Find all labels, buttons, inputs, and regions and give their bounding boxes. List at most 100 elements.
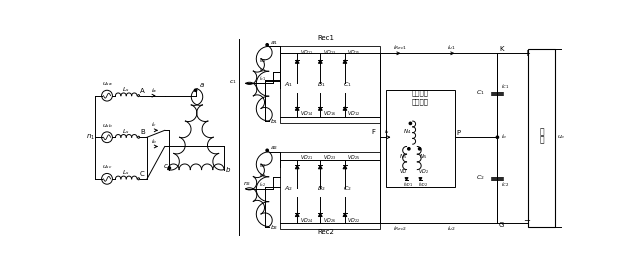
Circle shape <box>168 167 170 169</box>
Text: $i_{Rec2}$: $i_{Rec2}$ <box>394 224 408 233</box>
Text: C: C <box>140 171 145 177</box>
Text: $B_2$: $B_2$ <box>317 184 326 193</box>
Polygon shape <box>295 60 299 63</box>
Text: VD: VD <box>401 169 408 174</box>
Text: F: F <box>371 129 375 135</box>
Text: $i_{VD2}$: $i_{VD2}$ <box>418 180 428 189</box>
Polygon shape <box>318 60 322 63</box>
Text: $VD_{15}$: $VD_{15}$ <box>348 48 360 57</box>
Text: $i_o$: $i_o$ <box>501 133 508 141</box>
Text: $A_1$: $A_1$ <box>284 80 293 89</box>
Text: $i_{c1}$: $i_{c1}$ <box>259 74 266 83</box>
Text: $a_1$: $a_1$ <box>270 39 278 47</box>
Text: $L_s$: $L_s$ <box>122 168 130 177</box>
Text: $VD_{12}$: $VD_{12}$ <box>348 109 360 118</box>
Text: $VD_{16}$: $VD_{16}$ <box>323 109 336 118</box>
Polygon shape <box>318 165 322 169</box>
Text: c: c <box>164 163 168 169</box>
Text: $b_1$: $b_1$ <box>270 117 278 126</box>
Polygon shape <box>405 178 408 180</box>
Text: $u_{sa}$: $u_{sa}$ <box>102 80 113 88</box>
Text: $i_c$: $i_c$ <box>151 121 157 129</box>
Text: $i_{a2}$: $i_{a2}$ <box>259 161 266 170</box>
Circle shape <box>409 122 412 125</box>
Text: $i_{b1}$: $i_{b1}$ <box>259 66 266 75</box>
Text: $b_2$: $b_2$ <box>270 223 278 232</box>
Text: $L_s$: $L_s$ <box>122 85 130 94</box>
Text: $i_{c2}$: $i_{c2}$ <box>259 180 266 189</box>
Text: $VD_{11}$: $VD_{11}$ <box>300 48 312 57</box>
Text: +: + <box>524 49 531 58</box>
Text: $A_2$: $A_2$ <box>284 184 293 193</box>
Text: $i_{u2}$: $i_{u2}$ <box>447 224 456 233</box>
Text: $VD_{26}$: $VD_{26}$ <box>323 216 336 225</box>
Polygon shape <box>318 213 322 217</box>
Text: $i_{C1}$: $i_{C1}$ <box>501 82 509 91</box>
Text: 无源谐波: 无源谐波 <box>412 89 429 96</box>
Text: $B_1$: $B_1$ <box>317 80 326 89</box>
Polygon shape <box>295 107 299 110</box>
Circle shape <box>266 44 268 46</box>
Text: G: G <box>499 222 504 228</box>
Text: $i_{b2}$: $i_{b2}$ <box>259 171 266 180</box>
Text: $n_2$: $n_2$ <box>243 180 252 188</box>
Text: $i_{a1}$: $i_{a1}$ <box>259 56 266 65</box>
Text: P: P <box>456 130 461 136</box>
Bar <box>386 90 455 186</box>
Text: 载: 载 <box>540 135 544 144</box>
Text: $C_2$: $C_2$ <box>476 173 485 182</box>
Text: B: B <box>140 129 145 135</box>
Text: a: a <box>200 82 204 88</box>
Text: $VD_{22}$: $VD_{22}$ <box>348 216 360 225</box>
Polygon shape <box>343 213 347 217</box>
Text: A: A <box>140 88 145 93</box>
Text: $C_2$: $C_2$ <box>344 184 352 193</box>
Text: 注入电路: 注入电路 <box>412 98 429 105</box>
Text: $u_{sc}$: $u_{sc}$ <box>102 163 112 171</box>
Bar <box>528 50 555 227</box>
Text: $i_{Rec1}$: $i_{Rec1}$ <box>394 43 408 52</box>
Circle shape <box>419 148 420 150</box>
Text: $N_4$: $N_4$ <box>403 127 412 136</box>
Text: $i_{u1}$: $i_{u1}$ <box>447 43 456 52</box>
Circle shape <box>266 149 268 151</box>
Text: $N_5$: $N_5$ <box>419 152 427 161</box>
Text: $N_5$: $N_5$ <box>399 152 407 161</box>
Polygon shape <box>295 213 299 217</box>
Circle shape <box>408 148 410 150</box>
Text: $i_{VD1}$: $i_{VD1}$ <box>403 180 413 189</box>
Text: $C_1$: $C_1$ <box>476 88 485 97</box>
Text: $u_o$: $u_o$ <box>557 133 565 141</box>
Text: $i_s$: $i_s$ <box>384 127 390 136</box>
Text: $a_2$: $a_2$ <box>270 144 278 153</box>
Text: $u_{sb}$: $u_{sb}$ <box>102 122 113 130</box>
Text: −: − <box>524 217 531 225</box>
Text: $C_1$: $C_1$ <box>344 80 352 89</box>
Text: $VD_{14}$: $VD_{14}$ <box>300 109 313 118</box>
Text: $L_s$: $L_s$ <box>122 127 130 136</box>
Circle shape <box>496 136 499 138</box>
Text: $VD_{23}$: $VD_{23}$ <box>323 154 336 163</box>
Polygon shape <box>295 165 299 169</box>
Text: $VD_{21}$: $VD_{21}$ <box>300 154 312 163</box>
Text: $VD_{25}$: $VD_{25}$ <box>348 154 360 163</box>
Text: $VD_2$: $VD_2$ <box>418 167 429 176</box>
Text: Rec1: Rec1 <box>317 35 334 41</box>
Polygon shape <box>343 107 347 110</box>
Text: $n_1$: $n_1$ <box>86 133 95 142</box>
Text: $c_1$: $c_1$ <box>228 78 236 86</box>
Text: 负: 负 <box>540 128 544 137</box>
Circle shape <box>195 89 196 91</box>
Text: $i_b$: $i_b$ <box>151 137 157 146</box>
Bar <box>280 152 380 229</box>
Text: $VD_{24}$: $VD_{24}$ <box>300 216 313 225</box>
Text: $VD_{13}$: $VD_{13}$ <box>323 48 336 57</box>
Bar <box>280 46 380 123</box>
Polygon shape <box>343 60 347 63</box>
Text: $i_{C2}$: $i_{C2}$ <box>501 180 509 189</box>
Polygon shape <box>419 178 422 180</box>
Text: K: K <box>499 46 504 52</box>
Polygon shape <box>343 165 347 169</box>
Text: b: b <box>225 167 230 173</box>
Text: $i_a$: $i_a$ <box>151 86 157 95</box>
